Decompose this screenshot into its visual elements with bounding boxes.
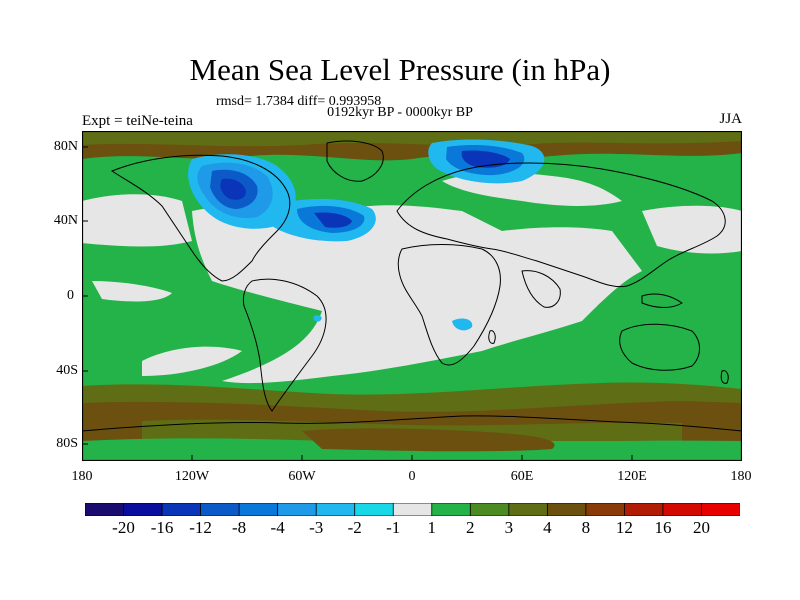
lon-label-180w: 180 xyxy=(71,469,93,484)
colorbar-swatch xyxy=(123,503,163,516)
colorbar-label: 16 xyxy=(654,518,672,537)
pressure-map xyxy=(82,131,742,461)
colorbar-label: -4 xyxy=(270,518,285,537)
colorbar-label: 2 xyxy=(466,518,475,537)
colorbar-swatch xyxy=(546,503,587,516)
colorbar-label: 20 xyxy=(692,518,710,537)
colorbar-swatch xyxy=(238,503,279,516)
colorbar-label: 8 xyxy=(581,518,591,537)
period-text: 0192kyr BP - 0000kyr BP xyxy=(327,105,473,120)
colorbar-label: -20 xyxy=(112,518,135,537)
colorbar-label: -3 xyxy=(309,518,324,537)
colorbar-swatch xyxy=(392,503,433,516)
colorbar-swatch xyxy=(200,503,240,516)
colorbar-swatch xyxy=(508,503,549,516)
lat-label-0: 0 xyxy=(67,288,74,303)
low-pressure-na xyxy=(188,154,376,242)
colorbar-label: -12 xyxy=(189,518,212,537)
colorbar-swatch xyxy=(315,503,356,516)
lon-label-0: 0 xyxy=(408,469,416,484)
colorbar-label: -16 xyxy=(150,518,174,537)
plot-title: Mean Sea Level Pressure (in hPa) xyxy=(189,52,611,87)
lat-label-80n: 80N xyxy=(53,139,78,154)
colorbar-swatch xyxy=(469,503,510,516)
season-label: JJA xyxy=(719,111,742,127)
low-pressure-eurasia xyxy=(428,139,545,184)
lon-label-120w: 120W xyxy=(174,469,210,484)
colorbar-swatch xyxy=(85,503,125,516)
colorbar-label: -2 xyxy=(347,518,362,537)
lon-label-60w: 60W xyxy=(288,469,316,484)
coastlines xyxy=(82,140,742,432)
lon-label-120e: 120E xyxy=(617,469,647,484)
colorbar-swatch xyxy=(624,503,664,516)
colorbar xyxy=(85,503,740,516)
colorbar-label: -1 xyxy=(386,518,401,537)
colorbar-label: 3 xyxy=(504,518,514,537)
colorbar-swatch xyxy=(354,503,394,516)
lon-label-60e: 60E xyxy=(510,469,534,484)
colorbar-label: 4 xyxy=(543,518,552,537)
lat-label-80s: 80S xyxy=(56,436,78,451)
colorbar-swatch xyxy=(585,503,626,516)
colorbar-swatch xyxy=(701,503,740,516)
colorbar-label: 1 xyxy=(427,518,437,537)
lat-label-40s: 40S xyxy=(56,363,78,378)
colorbar-swatch xyxy=(277,503,317,516)
colorbar-label: -8 xyxy=(232,518,247,537)
colorbar-swatch xyxy=(161,503,202,516)
colorbar-swatch xyxy=(431,503,471,516)
colorbar-swatch xyxy=(662,503,703,516)
experiment-label: Expt = teiNe-teina xyxy=(82,113,193,129)
lon-label-180e: 180 xyxy=(730,469,752,484)
lat-label-40n: 40N xyxy=(53,213,78,228)
stats-text: rmsd= 1.7384 diff= 0.993958 xyxy=(216,94,382,109)
colorbar-label: 12 xyxy=(615,518,633,537)
